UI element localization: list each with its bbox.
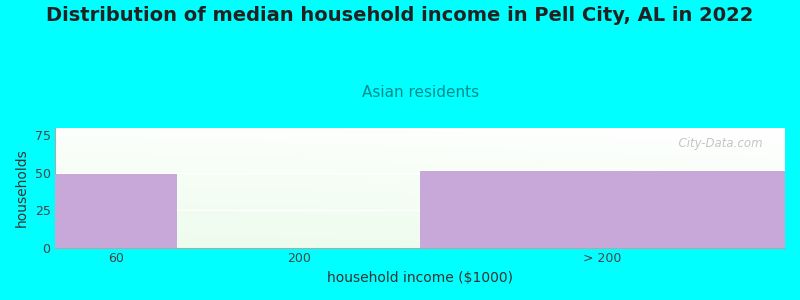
- Text: Distribution of median household income in Pell City, AL in 2022: Distribution of median household income …: [46, 6, 754, 25]
- Text: City-Data.com: City-Data.com: [671, 137, 763, 150]
- Y-axis label: households: households: [15, 148, 29, 227]
- Bar: [55, 174, 177, 248]
- X-axis label: household income ($1000): household income ($1000): [327, 271, 514, 285]
- Bar: [420, 171, 785, 247]
- Title: Asian residents: Asian residents: [362, 85, 478, 100]
